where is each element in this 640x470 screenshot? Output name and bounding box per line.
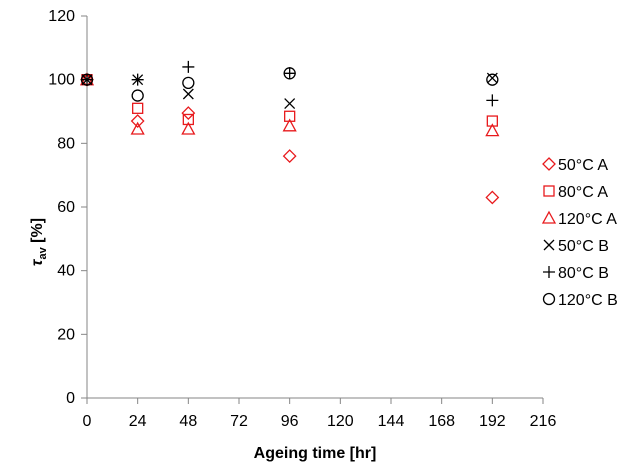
legend-label: 50°C A <box>558 157 608 174</box>
x-tick-label: 168 <box>428 413 455 430</box>
y-tick-label: 80 <box>57 135 75 152</box>
data-point <box>486 94 499 107</box>
series-square <box>81 74 498 127</box>
data-point <box>485 190 500 205</box>
legend-marker <box>542 157 556 171</box>
y-tick-label: 40 <box>57 263 75 280</box>
y-tick-label: 60 <box>57 199 75 216</box>
data-markers <box>79 60 500 205</box>
x-tick-label: 48 <box>179 413 197 430</box>
legend-label: 80°C B <box>558 265 609 282</box>
legend-marker <box>541 210 557 224</box>
x-tick-label: 96 <box>281 413 299 430</box>
y-axis-title: τav [%] <box>29 218 49 266</box>
x-tick-label: 72 <box>230 413 248 430</box>
data-point <box>181 121 196 135</box>
data-point <box>282 118 297 132</box>
data-point <box>485 123 500 137</box>
legend: 50°C A 80°C A 120°C A 50°C B 80°C B 120°C B <box>541 157 618 309</box>
y-axis-title-subscript: av <box>37 246 49 259</box>
series-circle <box>80 67 499 102</box>
legend-label: 80°C A <box>558 184 608 201</box>
data-point <box>131 89 144 102</box>
legend-item: 120°C B <box>542 292 618 309</box>
data-point <box>283 67 296 80</box>
legend-label: 50°C B <box>558 238 609 255</box>
series-triangle <box>79 72 500 137</box>
data-point <box>131 73 144 86</box>
legend-label: 120°C A <box>558 211 617 228</box>
y-axis-title-unit: [%] <box>29 218 46 247</box>
y-tick-label: 20 <box>57 326 75 343</box>
x-tick-label: 192 <box>479 413 506 430</box>
data-point <box>130 121 145 135</box>
series-plus <box>81 60 499 107</box>
data-point <box>486 115 498 127</box>
legend-item: 120°C A <box>541 210 617 228</box>
data-point <box>182 88 194 100</box>
x-tick-label: 24 <box>129 413 147 430</box>
data-point <box>81 73 93 86</box>
data-point <box>181 106 196 121</box>
legend-item: 50°C A <box>542 157 608 174</box>
data-point <box>284 110 296 122</box>
x-tick-label: 144 <box>378 413 405 430</box>
y-tick-label: 100 <box>48 72 75 89</box>
data-point <box>132 102 144 114</box>
plot-area: 0 20 40 60 80 100 120 0 24 48 72 96 120 144 168 192 216 <box>48 8 556 430</box>
data-point <box>80 73 94 86</box>
data-point <box>284 98 296 110</box>
y-tick-label: 120 <box>48 8 75 25</box>
series-diamond <box>80 72 500 205</box>
y-axis-title-symbol: τ <box>29 258 46 266</box>
data-point <box>182 113 194 126</box>
y-axis-ticks: 0 20 40 60 80 100 120 <box>48 8 87 407</box>
legend-item: 80°C B <box>543 265 609 282</box>
data-point <box>182 76 195 89</box>
series-x <box>81 72 498 110</box>
legend-item: 80°C A <box>543 184 608 201</box>
data-point <box>130 114 145 128</box>
data-point <box>282 149 297 163</box>
data-point <box>486 73 499 86</box>
legend-marker <box>543 185 555 197</box>
x-tick-label: 216 <box>530 413 557 430</box>
x-axis-title: Ageing time [hr] <box>254 445 377 462</box>
data-point <box>182 60 195 73</box>
y-tick-label: 0 <box>66 390 75 407</box>
data-point <box>283 67 296 80</box>
legend-marker <box>543 266 555 278</box>
x-axis-ticks: 0 24 48 72 96 120 144 168 192 216 <box>83 398 557 430</box>
legend-marker <box>543 239 555 251</box>
x-tick-label: 0 <box>83 413 92 430</box>
legend-label: 120°C B <box>558 292 618 309</box>
x-tick-label: 120 <box>327 413 354 430</box>
legend-marker <box>542 292 556 306</box>
legend-item: 50°C B <box>543 238 609 255</box>
